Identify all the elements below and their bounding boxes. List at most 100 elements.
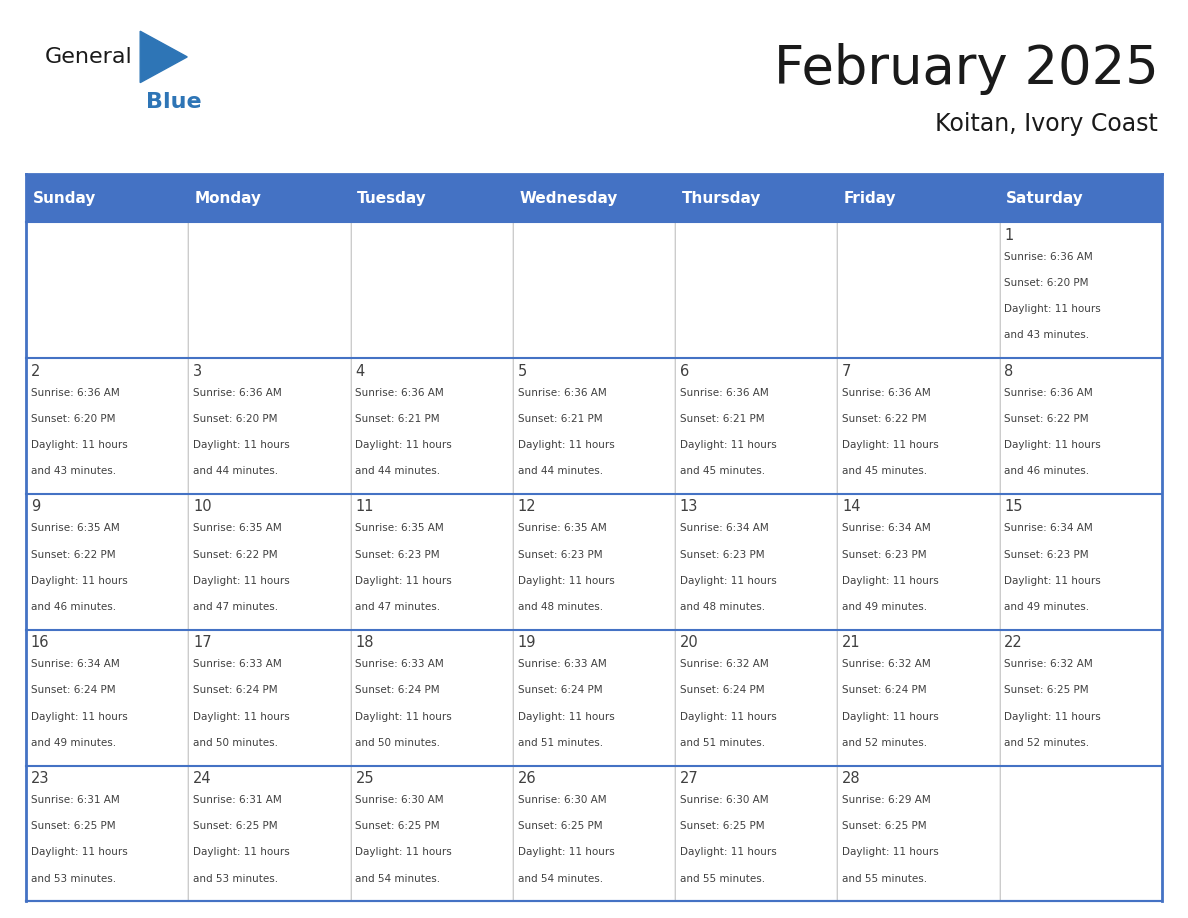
Text: Sunset: 6:22 PM: Sunset: 6:22 PM <box>31 550 115 560</box>
Text: Daylight: 11 hours: Daylight: 11 hours <box>842 576 939 586</box>
Text: Sunset: 6:20 PM: Sunset: 6:20 PM <box>31 414 115 424</box>
Bar <box>26 358 189 494</box>
Text: 21: 21 <box>842 635 861 650</box>
Text: and 51 minutes.: and 51 minutes. <box>518 738 602 747</box>
Text: and 53 minutes.: and 53 minutes. <box>194 874 278 883</box>
Text: 24: 24 <box>194 771 211 786</box>
Text: 12: 12 <box>518 499 536 514</box>
Text: Sunset: 6:22 PM: Sunset: 6:22 PM <box>194 550 278 560</box>
Bar <box>999 174 1162 222</box>
Text: Daylight: 11 hours: Daylight: 11 hours <box>680 576 777 586</box>
Bar <box>999 358 1162 494</box>
Text: Sunset: 6:24 PM: Sunset: 6:24 PM <box>355 686 440 696</box>
Text: and 49 minutes.: and 49 minutes. <box>1004 602 1089 611</box>
Text: Sunrise: 6:33 AM: Sunrise: 6:33 AM <box>518 659 606 669</box>
Bar <box>513 494 675 630</box>
Text: Sunrise: 6:35 AM: Sunrise: 6:35 AM <box>355 523 444 533</box>
Text: Sunrise: 6:36 AM: Sunrise: 6:36 AM <box>842 387 931 397</box>
Text: and 47 minutes.: and 47 minutes. <box>194 602 278 611</box>
Bar <box>675 358 838 494</box>
Text: Sunset: 6:25 PM: Sunset: 6:25 PM <box>518 822 602 832</box>
Bar <box>26 494 189 630</box>
Text: 25: 25 <box>355 771 374 786</box>
Bar <box>675 174 838 222</box>
Bar <box>675 766 838 901</box>
Text: Sunrise: 6:33 AM: Sunrise: 6:33 AM <box>355 659 444 669</box>
Text: and 55 minutes.: and 55 minutes. <box>680 874 765 883</box>
Text: 19: 19 <box>518 635 536 650</box>
Text: Sunrise: 6:30 AM: Sunrise: 6:30 AM <box>518 795 606 805</box>
Text: Sunrise: 6:30 AM: Sunrise: 6:30 AM <box>680 795 769 805</box>
Text: Daylight: 11 hours: Daylight: 11 hours <box>355 847 453 857</box>
Bar <box>838 174 999 222</box>
Text: Sunset: 6:22 PM: Sunset: 6:22 PM <box>842 414 927 424</box>
Text: Daylight: 11 hours: Daylight: 11 hours <box>518 440 614 450</box>
Text: Sunset: 6:20 PM: Sunset: 6:20 PM <box>194 414 278 424</box>
Text: 14: 14 <box>842 499 860 514</box>
Text: Daylight: 11 hours: Daylight: 11 hours <box>1004 711 1101 722</box>
Text: February 2025: February 2025 <box>773 43 1158 95</box>
Text: and 47 minutes.: and 47 minutes. <box>355 602 441 611</box>
Text: Sunrise: 6:32 AM: Sunrise: 6:32 AM <box>680 659 769 669</box>
Text: Sunset: 6:25 PM: Sunset: 6:25 PM <box>31 822 115 832</box>
Bar <box>350 494 513 630</box>
Text: and 52 minutes.: and 52 minutes. <box>842 738 928 747</box>
Text: Sunrise: 6:32 AM: Sunrise: 6:32 AM <box>1004 659 1093 669</box>
Bar <box>26 174 189 222</box>
Text: Sunset: 6:24 PM: Sunset: 6:24 PM <box>680 686 765 696</box>
Text: Sunrise: 6:30 AM: Sunrise: 6:30 AM <box>355 795 444 805</box>
Text: Sunrise: 6:34 AM: Sunrise: 6:34 AM <box>842 523 931 533</box>
Text: Daylight: 11 hours: Daylight: 11 hours <box>194 576 290 586</box>
Bar <box>189 358 350 494</box>
Text: Sunrise: 6:35 AM: Sunrise: 6:35 AM <box>518 523 606 533</box>
Text: Daylight: 11 hours: Daylight: 11 hours <box>355 576 453 586</box>
Text: Sunrise: 6:36 AM: Sunrise: 6:36 AM <box>355 387 444 397</box>
Bar <box>189 494 350 630</box>
Text: and 44 minutes.: and 44 minutes. <box>518 466 602 476</box>
Text: Daylight: 11 hours: Daylight: 11 hours <box>355 440 453 450</box>
Text: Sunrise: 6:34 AM: Sunrise: 6:34 AM <box>31 659 120 669</box>
Text: Daylight: 11 hours: Daylight: 11 hours <box>842 440 939 450</box>
Bar <box>513 222 675 358</box>
Bar <box>26 222 189 358</box>
Text: Sunrise: 6:35 AM: Sunrise: 6:35 AM <box>194 523 282 533</box>
Text: Sunset: 6:24 PM: Sunset: 6:24 PM <box>31 686 115 696</box>
Bar <box>999 494 1162 630</box>
Text: and 51 minutes.: and 51 minutes. <box>680 738 765 747</box>
Bar <box>999 222 1162 358</box>
Bar <box>675 222 838 358</box>
Text: Sunrise: 6:31 AM: Sunrise: 6:31 AM <box>194 795 282 805</box>
Text: Sunset: 6:20 PM: Sunset: 6:20 PM <box>1004 278 1089 288</box>
Text: Sunset: 6:25 PM: Sunset: 6:25 PM <box>680 822 765 832</box>
Bar <box>350 222 513 358</box>
Bar <box>350 630 513 766</box>
Text: and 49 minutes.: and 49 minutes. <box>31 738 116 747</box>
Text: Koitan, Ivory Coast: Koitan, Ivory Coast <box>935 112 1158 136</box>
Text: 2: 2 <box>31 364 40 378</box>
Text: Daylight: 11 hours: Daylight: 11 hours <box>1004 304 1101 314</box>
Text: Sunrise: 6:36 AM: Sunrise: 6:36 AM <box>518 387 606 397</box>
Text: Daylight: 11 hours: Daylight: 11 hours <box>518 576 614 586</box>
Text: Sunrise: 6:36 AM: Sunrise: 6:36 AM <box>1004 387 1093 397</box>
Text: 20: 20 <box>680 635 699 650</box>
Text: Daylight: 11 hours: Daylight: 11 hours <box>355 711 453 722</box>
Text: Sunset: 6:21 PM: Sunset: 6:21 PM <box>680 414 765 424</box>
Text: Daylight: 11 hours: Daylight: 11 hours <box>194 440 290 450</box>
Text: 8: 8 <box>1004 364 1013 378</box>
Bar <box>513 174 675 222</box>
Text: Sunset: 6:23 PM: Sunset: 6:23 PM <box>842 550 927 560</box>
Text: Thursday: Thursday <box>682 191 762 206</box>
Text: Friday: Friday <box>843 191 897 206</box>
Text: Sunrise: 6:36 AM: Sunrise: 6:36 AM <box>1004 252 1093 262</box>
Text: Daylight: 11 hours: Daylight: 11 hours <box>680 847 777 857</box>
Text: 7: 7 <box>842 364 852 378</box>
Bar <box>189 222 350 358</box>
Text: Sunset: 6:23 PM: Sunset: 6:23 PM <box>355 550 440 560</box>
Bar <box>189 630 350 766</box>
Bar <box>26 766 189 901</box>
Text: and 54 minutes.: and 54 minutes. <box>355 874 441 883</box>
Text: and 44 minutes.: and 44 minutes. <box>355 466 441 476</box>
Text: Daylight: 11 hours: Daylight: 11 hours <box>680 440 777 450</box>
Text: 6: 6 <box>680 364 689 378</box>
Text: Sunset: 6:25 PM: Sunset: 6:25 PM <box>1004 686 1089 696</box>
